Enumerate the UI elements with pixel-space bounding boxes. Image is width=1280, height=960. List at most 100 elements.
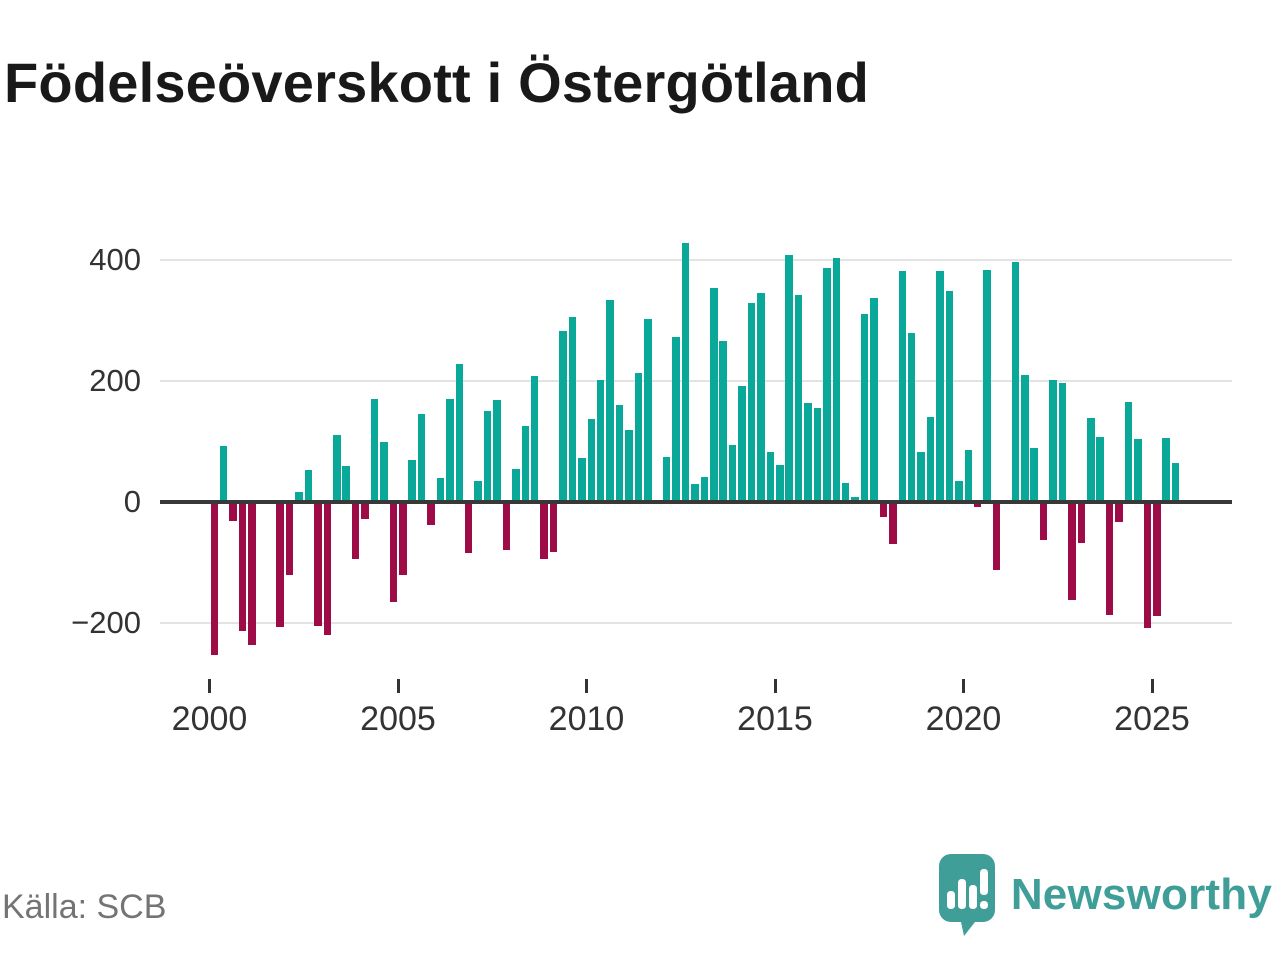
bar xyxy=(926,416,935,502)
bar xyxy=(333,435,341,502)
bar xyxy=(285,502,294,575)
bar xyxy=(870,298,878,502)
bar xyxy=(719,341,727,502)
y-tick-label: 0 xyxy=(123,484,141,519)
bar xyxy=(314,502,322,627)
bar xyxy=(229,502,237,521)
bar xyxy=(823,268,831,502)
brand-name: Newsworthy xyxy=(1010,870,1272,919)
bar xyxy=(464,502,473,553)
bar xyxy=(304,469,313,502)
bar xyxy=(399,502,407,575)
bar xyxy=(210,502,218,656)
bar xyxy=(455,364,464,502)
bar xyxy=(672,336,680,502)
y-tick-label: 200 xyxy=(89,363,141,398)
bar xyxy=(964,449,972,502)
bar xyxy=(747,302,756,502)
bar xyxy=(813,408,822,502)
bar xyxy=(766,451,775,502)
newsworthy-logo-icon xyxy=(938,854,995,936)
bar xyxy=(1077,502,1086,543)
bar xyxy=(1087,417,1095,502)
bar xyxy=(1058,383,1067,502)
bar xyxy=(427,502,435,525)
bar xyxy=(936,271,944,502)
bar xyxy=(502,502,511,550)
bar xyxy=(1134,439,1142,502)
bar xyxy=(276,502,284,628)
bar xyxy=(691,484,699,502)
bar xyxy=(804,403,812,502)
bar xyxy=(370,398,379,502)
bar xyxy=(1049,379,1057,502)
bar xyxy=(615,405,624,502)
grid-line xyxy=(160,380,1232,382)
bar xyxy=(625,430,633,502)
x-tick-label: 2015 xyxy=(737,700,813,738)
x-tick xyxy=(208,679,211,693)
bar xyxy=(879,502,888,517)
bar xyxy=(955,480,963,502)
grid-line xyxy=(160,259,1232,261)
bar xyxy=(710,287,718,502)
bar xyxy=(1039,502,1048,541)
x-tick-label: 2025 xyxy=(1114,700,1190,738)
bar xyxy=(1021,374,1029,502)
bar xyxy=(483,411,492,502)
source-caption: Källa: SCB xyxy=(2,888,167,926)
bar xyxy=(851,496,859,502)
x-tick xyxy=(962,679,965,693)
bar xyxy=(785,254,793,502)
bar xyxy=(634,372,643,502)
bar xyxy=(248,502,256,646)
bar xyxy=(380,442,388,502)
bar xyxy=(493,399,501,502)
bar xyxy=(738,385,746,502)
bar xyxy=(323,502,332,636)
bar xyxy=(794,295,803,502)
bar xyxy=(1143,502,1152,628)
bar xyxy=(351,502,360,559)
bar xyxy=(681,243,690,502)
bar xyxy=(512,469,520,502)
bar xyxy=(549,502,558,552)
x-tick xyxy=(396,679,400,693)
x-tick-label: 2010 xyxy=(548,700,625,738)
bar xyxy=(983,270,991,502)
x-tick-label: 2000 xyxy=(171,700,248,738)
bar xyxy=(1162,437,1170,502)
x-tick-label: 2005 xyxy=(360,700,436,738)
bar xyxy=(1068,502,1076,600)
bar xyxy=(1096,437,1104,502)
x-tick xyxy=(773,679,777,693)
bar xyxy=(1115,502,1123,522)
brand-logo: Newsworthy xyxy=(937,852,1272,938)
y-tick-label: −200 xyxy=(71,605,141,640)
bar xyxy=(568,317,577,502)
bar xyxy=(992,502,1001,570)
bar xyxy=(860,313,869,502)
bar xyxy=(521,426,530,502)
bar xyxy=(757,292,765,502)
bar xyxy=(587,419,595,502)
bar xyxy=(342,465,350,502)
bar xyxy=(530,376,539,502)
bar xyxy=(417,414,426,502)
bar xyxy=(540,502,548,560)
bar xyxy=(917,451,925,502)
bar xyxy=(841,483,850,502)
bar xyxy=(295,492,303,502)
bar xyxy=(361,502,369,519)
bar xyxy=(898,271,907,502)
bar xyxy=(662,456,671,502)
bar xyxy=(700,476,709,502)
bar xyxy=(1105,502,1114,616)
bar xyxy=(728,445,737,502)
bar xyxy=(606,299,614,502)
bar xyxy=(219,445,228,502)
zero-axis-line xyxy=(160,500,1232,504)
y-tick-label: 400 xyxy=(89,242,141,277)
